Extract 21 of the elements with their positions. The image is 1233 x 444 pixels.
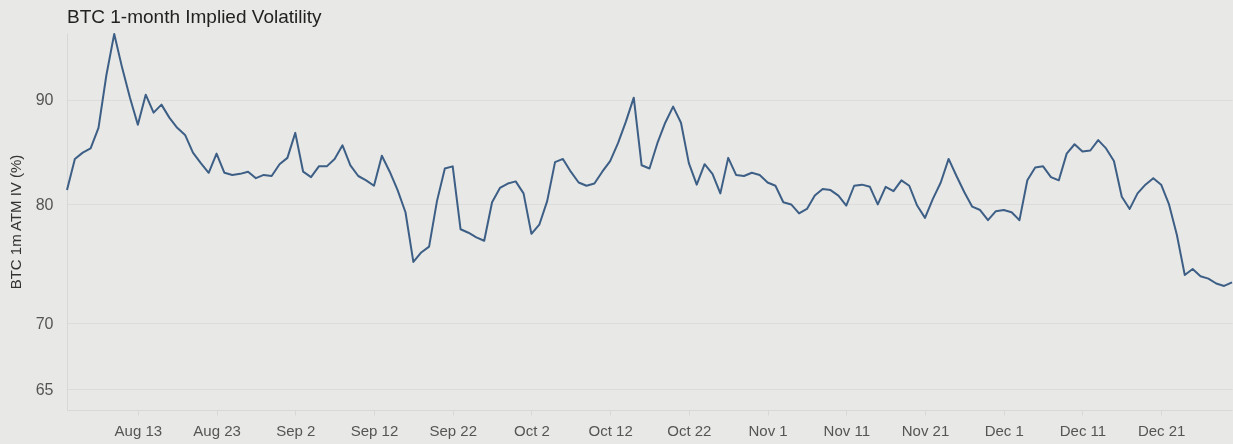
- x-tick-label: Oct 22: [667, 421, 712, 439]
- x-tick-label: Sep 22: [429, 421, 477, 439]
- y-axis-title: BTC 1m ATM IV (%): [6, 154, 24, 290]
- y-tick-label: 90: [35, 91, 54, 109]
- y-tick-label: 70: [35, 314, 54, 332]
- x-tick-label: Sep 2: [276, 421, 316, 439]
- y-tick-label: 65: [35, 380, 54, 398]
- x-tick-label: Sep 12: [350, 421, 399, 439]
- x-tick-label: Nov 11: [823, 421, 870, 439]
- line-series: [66, 32, 1233, 287]
- x-tick-label: Aug 23: [193, 421, 241, 439]
- x-tick-label: Aug 13: [114, 421, 163, 439]
- x-tick-label: Dec 1: [984, 421, 1024, 439]
- x-tick-label: Dec 11: [1059, 421, 1107, 439]
- y-tick-label: 80: [35, 195, 54, 213]
- x-tick-label: Dec 21: [1137, 421, 1186, 439]
- x-tick-label: Nov 1: [748, 421, 788, 439]
- x-tick-label: Oct 12: [588, 421, 633, 439]
- x-tick-label: Nov 21: [901, 421, 950, 439]
- x-tick-label: Oct 2: [514, 421, 550, 439]
- chart-title: BTC 1-month Implied Volatility: [67, 5, 322, 27]
